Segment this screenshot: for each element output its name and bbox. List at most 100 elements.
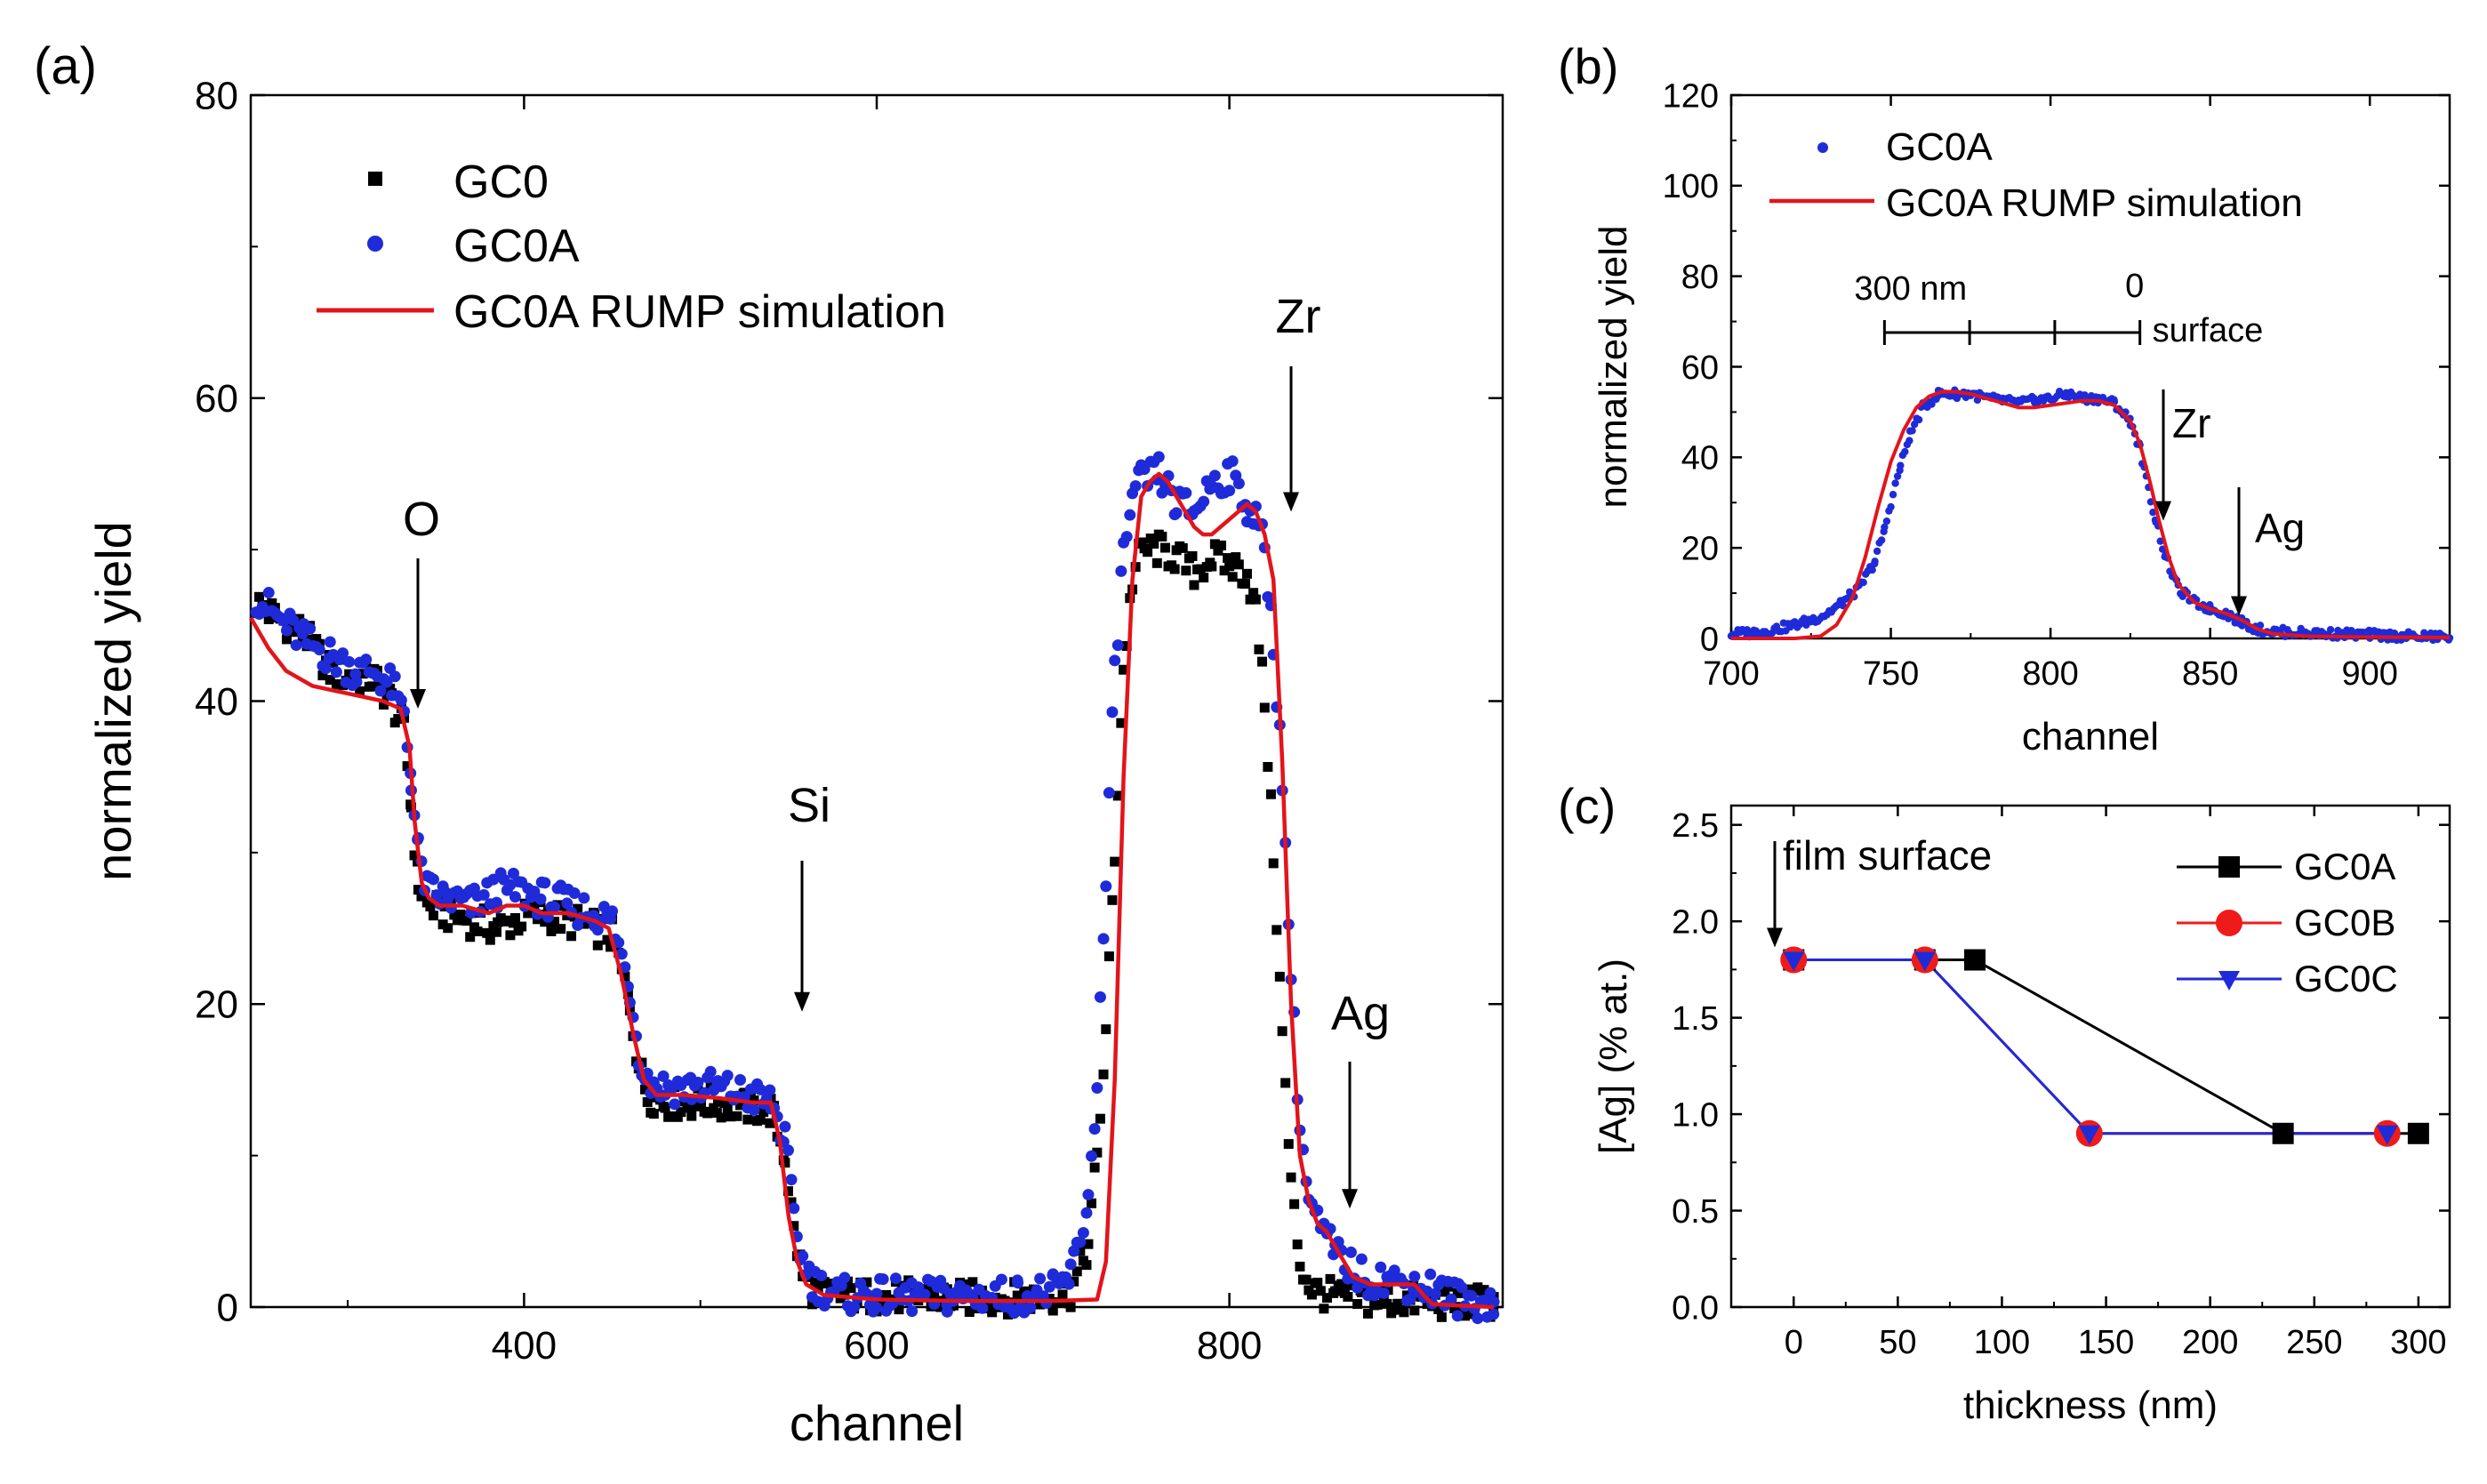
gc0-point: [1107, 894, 1118, 905]
y-axis-label: normalized yield: [85, 521, 141, 881]
gc0-point: [987, 1307, 998, 1318]
gc0-point: [606, 942, 616, 952]
gc0a-point: [1901, 447, 1909, 456]
gc0-point: [328, 657, 339, 668]
gc0-point: [344, 669, 355, 679]
gc0-point: [592, 940, 603, 951]
arrow-zr-head: [1283, 492, 1299, 512]
panel-label: (c): [1558, 778, 1616, 834]
gc0-point: [1250, 594, 1261, 605]
gc0-point: [294, 614, 305, 624]
gc0a-point: [1375, 1261, 1387, 1273]
gc0a-point: [509, 891, 521, 903]
annotation-zr: Zr: [2172, 400, 2210, 446]
x-tick-label: 800: [1197, 1324, 1262, 1368]
legend-label-rump: GC0A RUMP simulation: [453, 286, 946, 338]
gc0-point: [566, 931, 577, 942]
gc0-point: [325, 675, 335, 686]
gc0a-point: [1068, 1245, 1080, 1257]
gc0a-point: [1086, 1150, 1098, 1162]
gc0a-point: [1456, 1281, 1468, 1294]
x-tick-label: 600: [844, 1324, 909, 1368]
x-tick-label: 250: [2286, 1324, 2342, 1361]
panel-label: (a): [34, 37, 97, 95]
gc0a-point: [1973, 396, 1982, 405]
gc0-point: [1274, 971, 1285, 982]
y-tick-label: 0.0: [1672, 1289, 1719, 1327]
gc0a-point: [395, 694, 407, 706]
x-tick-label: 200: [2182, 1324, 2238, 1361]
annotation-si: Si: [788, 779, 830, 832]
gc0a-point: [1120, 531, 1133, 543]
gc0a-point: [568, 887, 581, 900]
gc0-point: [639, 1084, 650, 1095]
gc0-point: [546, 926, 557, 936]
gc0-point: [846, 1283, 856, 1294]
gc0-point: [367, 681, 378, 692]
gc0a-point: [1088, 1123, 1101, 1135]
gc0a-point: [1871, 558, 1879, 566]
gc0-point: [1319, 1304, 1329, 1314]
gc0-point: [1336, 1279, 1347, 1289]
rump-simulation-line: [249, 471, 1495, 1310]
gc0-point: [1169, 564, 1180, 574]
gc0-point: [1409, 1305, 1420, 1316]
gc0-point: [839, 1289, 850, 1300]
gc0-point: [482, 927, 493, 938]
legend-marker-gc0c: [2218, 971, 2240, 991]
gc0a-point: [870, 1287, 883, 1300]
legend-label-gc0a: GC0A: [453, 221, 580, 272]
y-tick-label: 20: [1681, 530, 1719, 567]
gc0a-point: [1451, 1310, 1464, 1322]
gc0a-point: [919, 1288, 931, 1301]
gc0-point: [732, 1111, 742, 1121]
arrow-si-head: [794, 991, 810, 1012]
gc0a-point: [330, 666, 342, 678]
gc0-point: [556, 924, 566, 935]
gc0-point: [1207, 561, 1217, 572]
gc0a-point: [754, 1083, 766, 1095]
gc0a-point: [1484, 1287, 1496, 1299]
gc0-point: [1087, 1198, 1097, 1208]
gc0a-point: [1893, 472, 1902, 480]
gc0-point: [254, 591, 265, 602]
gc0-point: [672, 1111, 683, 1122]
gc0a-point: [1232, 477, 1245, 490]
gc0-point: [1315, 1286, 1326, 1296]
x-tick-label: 900: [2342, 655, 2398, 693]
gc0a-point: [1424, 1268, 1437, 1280]
gc0a-point: [304, 622, 317, 635]
gc0-point: [1386, 1308, 1397, 1319]
gc0-point: [1215, 540, 1226, 550]
gc0-point: [695, 1098, 706, 1109]
gc0-point: [1433, 1304, 1444, 1314]
y-tick-label: 0: [217, 1286, 238, 1329]
y-tick-label: 0: [1700, 621, 1719, 658]
gc0-point: [1081, 1260, 1092, 1271]
gc0-point: [716, 1112, 726, 1123]
gc0-point: [485, 935, 495, 945]
gc0-point: [379, 699, 389, 710]
x-tick-label: 50: [1879, 1324, 1916, 1361]
gc0a-point: [360, 654, 373, 666]
gc0-point: [1145, 533, 1156, 544]
gc0-point: [465, 932, 476, 943]
gc0-point: [722, 1103, 733, 1114]
gc0a-point: [591, 924, 604, 936]
gc0-point: [676, 1107, 686, 1118]
y-tick-label: 100: [1663, 168, 1719, 205]
gc0a-point: [1868, 566, 1876, 574]
gc0-point: [810, 1277, 821, 1287]
gc0-point: [1257, 656, 1268, 667]
y-axis-label: normalized yield: [1592, 226, 1635, 509]
arrow-film-surface-head: [1767, 927, 1783, 948]
gc0a-point: [534, 893, 547, 905]
gc0-point: [1159, 542, 1170, 553]
gc0-point: [355, 686, 365, 696]
gc0-point: [1083, 1239, 1094, 1249]
gc0a-point: [1080, 1207, 1093, 1219]
gc0-point: [806, 1299, 817, 1310]
gc0-point: [449, 910, 460, 920]
gc0-point: [642, 1096, 653, 1107]
